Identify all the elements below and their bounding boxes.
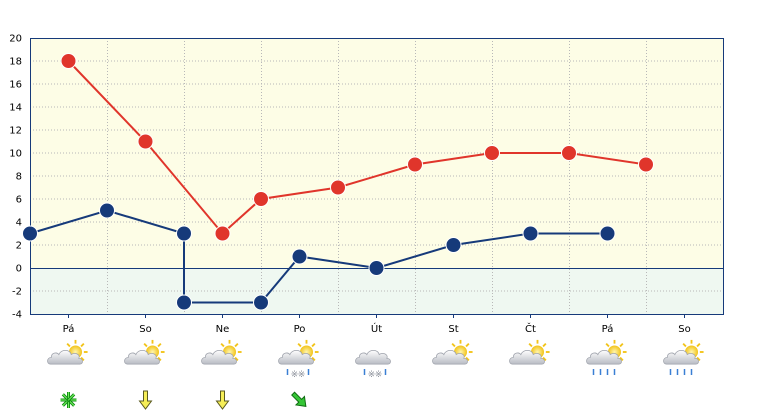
y-tick-label: 8 bbox=[16, 172, 22, 183]
x-tick-label: So bbox=[139, 324, 151, 335]
y-tick-label: -2 bbox=[12, 287, 22, 298]
data-point bbox=[445, 237, 462, 253]
data-point bbox=[99, 202, 115, 219]
y-tick-label: 14 bbox=[9, 103, 22, 114]
data-point bbox=[291, 248, 308, 265]
wind-arrow-south-icon bbox=[215, 390, 230, 410]
y-tick-label: 20 bbox=[9, 34, 22, 45]
y-tick-label: -4 bbox=[12, 310, 22, 321]
wind-icons bbox=[60, 390, 307, 410]
wind-arrow-southeast-icon bbox=[291, 391, 307, 407]
series-2 bbox=[22, 202, 616, 311]
data-point bbox=[368, 260, 385, 276]
data-point bbox=[484, 145, 500, 161]
x-tick-label: Čt bbox=[525, 322, 536, 335]
y-tick-label: 18 bbox=[9, 57, 22, 68]
snowflake: ※ bbox=[375, 370, 383, 380]
weather-icons: ※ ※ ※ ※ bbox=[47, 339, 705, 380]
sun-cloud-icon bbox=[47, 339, 89, 365]
x-tick-label: St bbox=[448, 324, 458, 335]
series-1 bbox=[60, 53, 654, 242]
wind-arrow bbox=[291, 391, 307, 407]
x-tick-label: Po bbox=[294, 324, 306, 335]
snowflake: ※ bbox=[368, 370, 376, 380]
series-line bbox=[29, 209, 608, 304]
calm-wind-icon bbox=[60, 392, 77, 408]
y-tick-label: 0 bbox=[16, 264, 22, 275]
cloud-part bbox=[355, 349, 391, 365]
data-point bbox=[137, 133, 154, 150]
y-tick-label: 12 bbox=[9, 126, 22, 137]
wind-arrow-south-icon bbox=[138, 390, 153, 410]
sun-cloud-icon bbox=[124, 339, 166, 365]
data-point bbox=[407, 156, 423, 173]
data-point bbox=[60, 53, 77, 69]
gridlines bbox=[30, 38, 723, 314]
y-tick-label: 16 bbox=[9, 80, 22, 91]
sun-cloud-icon bbox=[509, 339, 551, 365]
data-point bbox=[176, 225, 192, 242]
data-point bbox=[214, 225, 231, 242]
cloud-snow-rain-icon: ※ ※ bbox=[355, 349, 391, 380]
sun-cloud-icon bbox=[432, 339, 474, 365]
data-point bbox=[176, 294, 192, 311]
x-tick-label: Ne bbox=[216, 324, 230, 335]
y-tick-label: 6 bbox=[16, 195, 22, 206]
data-point bbox=[561, 145, 577, 161]
snowflake: ※ bbox=[298, 370, 306, 380]
data-point bbox=[253, 191, 269, 207]
plot-area-above-zero bbox=[30, 38, 723, 268]
wind-arrow bbox=[138, 390, 153, 410]
sun-cloud-rain-icon bbox=[586, 339, 628, 375]
data-point bbox=[253, 294, 269, 311]
y-tick-labels: -4 -2 0 2 4 6 8 10 12 14 16 18 20 bbox=[9, 34, 22, 321]
x-tick-label: Pá bbox=[63, 323, 75, 335]
data-point bbox=[599, 225, 616, 242]
data-point bbox=[330, 179, 346, 196]
sun-cloud-rain-icon bbox=[663, 339, 705, 375]
snowflake: ※ bbox=[291, 370, 299, 380]
sun-cloud-icon bbox=[201, 339, 243, 365]
data-point bbox=[638, 156, 654, 173]
series-layer bbox=[22, 53, 654, 311]
y-tick-label: 2 bbox=[16, 241, 22, 252]
x-tick-label: So bbox=[678, 324, 690, 335]
x-tick-label: Pá bbox=[602, 323, 614, 335]
data-point bbox=[22, 225, 38, 242]
x-day-labels: Pá So Ne Po Út St Čt Pá So bbox=[63, 322, 691, 335]
calm-ray-light bbox=[68, 393, 75, 401]
y-tick-label: 4 bbox=[16, 218, 22, 229]
x-tick-label: Út bbox=[371, 322, 382, 335]
data-point bbox=[522, 225, 539, 242]
y-tick-label: 10 bbox=[9, 149, 22, 160]
sun-cloud-snow-rain-icon: ※ ※ bbox=[278, 339, 320, 380]
wind-arrow bbox=[215, 390, 230, 410]
